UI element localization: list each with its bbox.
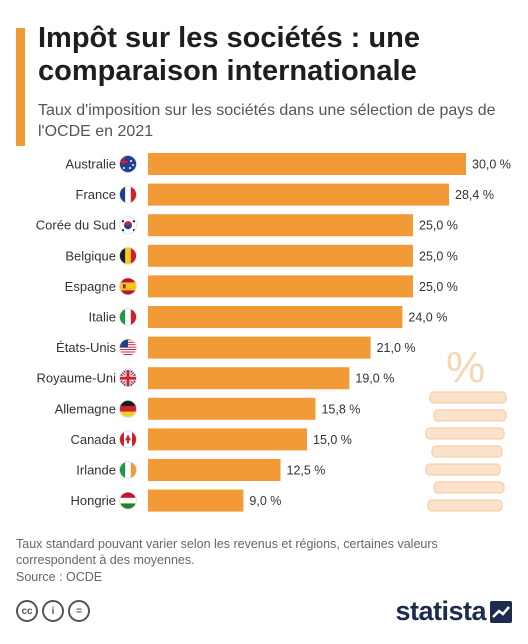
bar	[148, 244, 413, 267]
south-korea-flag-icon	[119, 216, 137, 235]
france-flag-icon	[119, 185, 137, 204]
license-icons: cc i =	[16, 600, 90, 622]
bar	[148, 214, 413, 237]
bar-row: Hongrie 9,0 %	[70, 489, 281, 512]
spain-flag-icon	[119, 277, 137, 296]
title-accent-bar	[16, 28, 25, 146]
germany-flag-icon	[119, 399, 137, 418]
page-title: Impôt sur les sociétés : une comparaison…	[38, 22, 420, 87]
bar	[148, 306, 403, 328]
value-label: 21,0 %	[377, 341, 416, 355]
category-label: Italie	[89, 310, 116, 325]
footnote: Taux standard pouvant varier selon les r…	[16, 537, 438, 567]
bar-row: Corée du Sud 25,0 %	[36, 214, 458, 237]
bar-row: Australie 30,0 %	[65, 153, 511, 175]
bar	[148, 153, 466, 175]
category-label: Irlande	[76, 463, 116, 478]
uk-flag-icon	[119, 369, 137, 388]
category-label: Canada	[70, 432, 116, 447]
category-label: Hongrie	[70, 493, 116, 508]
bar-chart: Australie 30,0 % France 28,4 % Corée du Sud 2…	[36, 153, 511, 512]
statista-mark-icon	[490, 600, 512, 623]
canada-flag-icon	[119, 430, 137, 449]
italy-flag-icon	[119, 308, 137, 326]
ireland-flag-icon	[119, 461, 137, 479]
value-label: 28,4 %	[455, 188, 494, 202]
bar	[148, 397, 316, 420]
bar-row: États-Unis 21,0 %	[56, 336, 416, 359]
bar-row: Espagne 25,0 %	[65, 275, 458, 298]
value-label: 24,0 %	[408, 311, 447, 325]
brand-name: statista	[395, 596, 486, 626]
bar	[148, 428, 307, 451]
cc-icon: cc	[16, 600, 38, 622]
bar	[148, 459, 281, 481]
no-derivatives-icon: =	[68, 600, 90, 622]
value-label: 25,0 %	[419, 280, 458, 294]
bar-row: Allemagne 15,8 %	[55, 397, 360, 420]
australia-flag-icon	[119, 155, 137, 173]
decoration-percent-symbol: %	[446, 343, 485, 392]
category-label: Royaume-Uni	[37, 371, 117, 386]
category-label: États-Unis	[56, 340, 116, 355]
category-label: Belgique	[65, 248, 116, 263]
category-label: Corée du Sud	[36, 218, 116, 233]
bar	[148, 367, 350, 390]
attribution-icon: i	[42, 600, 64, 622]
bar-row: Italie 24,0 %	[89, 306, 447, 328]
value-label: 25,0 %	[419, 219, 458, 233]
source-note: Source : OCDE	[16, 570, 103, 584]
value-label: 19,0 %	[355, 372, 394, 386]
value-label: 15,0 %	[313, 433, 352, 447]
value-label: 30,0 %	[472, 158, 511, 172]
value-label: 25,0 %	[419, 249, 458, 263]
bar-row: Royaume-Uni 19,0 %	[37, 367, 394, 390]
bar-row: Belgique 25,0 %	[65, 244, 458, 267]
bar	[148, 183, 450, 206]
bar-row: Canada 15,0 %	[70, 428, 352, 451]
value-label: 9,0 %	[249, 494, 281, 508]
bar-row: France 28,4 %	[76, 183, 494, 206]
bar-row: Irlande 12,5 %	[76, 459, 325, 481]
value-label: 12,5 %	[287, 464, 326, 478]
bar	[148, 336, 371, 359]
belgium-flag-icon	[119, 246, 137, 265]
category-label: France	[76, 187, 116, 202]
statista-logo: statista	[395, 596, 512, 627]
bar	[148, 489, 244, 512]
category-label: Espagne	[65, 279, 116, 294]
value-label: 15,8 %	[321, 402, 360, 416]
usa-flag-icon	[119, 338, 137, 357]
page-subtitle: Taux d'imposition sur les sociétés dans …	[38, 102, 496, 140]
hungary-flag-icon	[119, 491, 137, 510]
category-label: Allemagne	[55, 401, 116, 416]
bar	[148, 275, 413, 298]
category-label: Australie	[65, 157, 116, 172]
